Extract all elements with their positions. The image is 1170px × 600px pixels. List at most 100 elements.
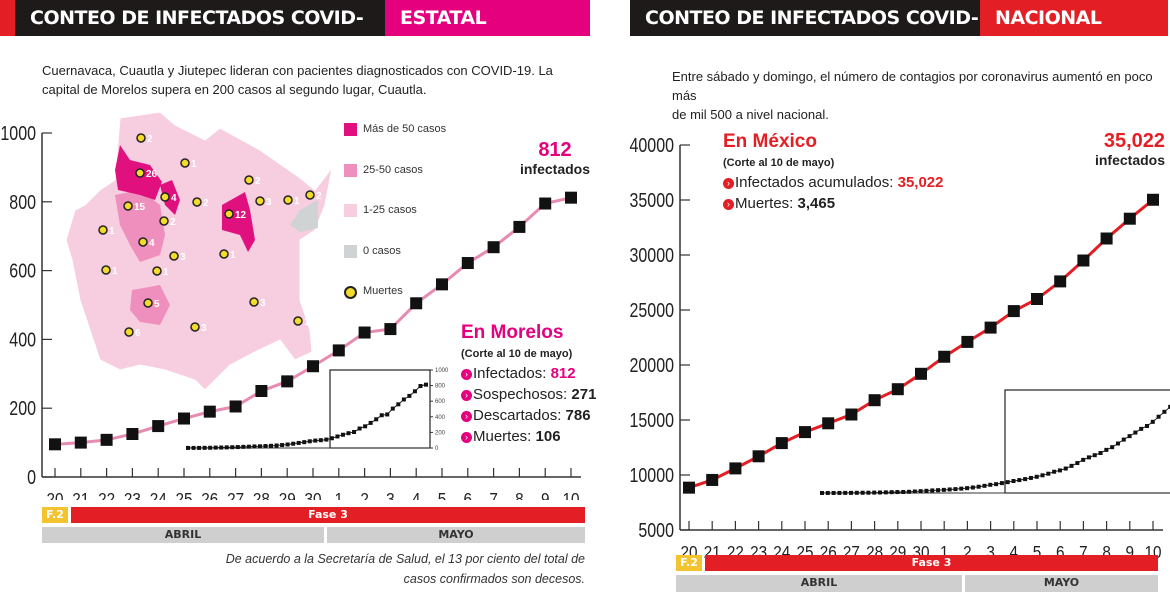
y-tick-label: 400 [9, 329, 36, 351]
death-count: 15 [134, 202, 146, 213]
inset-point [307, 439, 312, 444]
legend-label: 1-25 casos [363, 204, 417, 216]
legend-item: 0 casos [344, 244, 446, 286]
data-point [706, 473, 719, 486]
x-tick-label: 9 [1126, 542, 1135, 560]
legend-swatch [344, 204, 357, 217]
legend-label: 0 casos [363, 244, 401, 257]
inset-point [912, 489, 917, 494]
y-tick-label: 800 [9, 191, 36, 213]
summary-item: › Sospechosos: 271 [461, 384, 596, 405]
inset-point [825, 490, 830, 495]
left-header-accent [0, 0, 15, 36]
data-point [984, 321, 997, 334]
death-dot-icon [135, 168, 145, 178]
inset-point [241, 444, 246, 449]
death-dot-icon [219, 249, 229, 259]
inset-point [202, 445, 207, 450]
inset-point [866, 490, 871, 495]
y-tick-label: 35000 [630, 189, 674, 211]
inset-point [407, 393, 412, 398]
inset-point [994, 482, 999, 487]
death-dot-icon [293, 316, 303, 326]
inset-point [230, 445, 235, 450]
map-region-50plus [222, 192, 255, 252]
death-count: 4 [149, 238, 155, 249]
intro-line: Entre sábado y domingo, el número de con… [672, 69, 1153, 103]
legend-item: 1-25 casos [344, 204, 446, 245]
death-count: 26 [146, 169, 158, 180]
inset-point [965, 486, 970, 491]
inset-point [1057, 468, 1062, 473]
death-dot-icon [180, 158, 190, 168]
data-point [1077, 254, 1090, 267]
inset-point [1005, 480, 1010, 485]
inset-point [843, 490, 848, 495]
data-point [358, 326, 371, 339]
phase-3-bar: Fase 3 [705, 555, 1158, 571]
data-point [229, 400, 242, 413]
right-header-tag: NACIONAL [980, 0, 1168, 36]
inset-point [883, 490, 888, 495]
data-point [1007, 305, 1020, 318]
x-tick-label: 28 [253, 489, 270, 500]
x-tick-label: 24 [150, 489, 167, 500]
inset-point [1162, 409, 1167, 414]
left-total-label: infectados [519, 161, 590, 177]
inset-point [257, 444, 262, 449]
x-tick-label: 1 [335, 489, 344, 500]
death-count: 1 [304, 317, 310, 328]
x-tick-label: 3 [986, 542, 995, 560]
summary-item: › Infectados: 812 [461, 363, 596, 384]
left-header-tag: ESTATAL [385, 0, 590, 36]
summary-item-label: Muertes: [473, 428, 536, 445]
inset-point [907, 489, 912, 494]
inset-point [186, 445, 190, 450]
inset-point [401, 397, 406, 402]
data-point [100, 433, 113, 446]
inset-point [831, 490, 836, 495]
month-may: MAYO [327, 527, 585, 543]
inset-point [1081, 457, 1086, 462]
inset-y-tick-label: 800 [435, 384, 446, 390]
month-april: ABRIL [676, 575, 962, 592]
inset-point [1127, 434, 1132, 439]
summary-item-value: 106 [535, 428, 561, 445]
x-tick-label: 4 [1010, 542, 1019, 560]
data-point [1147, 193, 1159, 206]
x-tick-label: 8 [1102, 542, 1111, 560]
death-dot-icon [138, 237, 148, 247]
inset-point [208, 445, 213, 450]
inset-point [291, 441, 296, 446]
death-dot-icon [283, 195, 293, 205]
inset-point [385, 412, 390, 417]
death-count: 2 [316, 191, 322, 202]
death-dot-icon [124, 327, 134, 337]
inset-point [274, 443, 279, 448]
right-header-title: CONTEO DE INFECTADOS COVID-19 [630, 0, 980, 65]
inset-point [418, 383, 423, 388]
x-tick-label: 23 [124, 489, 141, 500]
arrow-circle-icon: › [723, 199, 734, 210]
inset-point [329, 436, 334, 441]
y-tick-label: 30000 [630, 244, 674, 266]
death-count: 3 [266, 197, 272, 208]
inset-point [263, 444, 268, 449]
data-point [752, 450, 765, 463]
data-point [152, 420, 165, 433]
inset-point [352, 430, 357, 435]
inset-point [224, 445, 229, 450]
inset-point [976, 484, 981, 489]
death-count: 1 [163, 267, 169, 278]
map-legend: Más de 50 casos 25-50 casos 1-25 casos 0 ca… [344, 123, 446, 326]
x-tick-label: 21 [72, 489, 89, 500]
summary-item-label: Descartados: [473, 407, 566, 424]
x-tick-label: 7 [489, 489, 498, 500]
summary-cutoff: (Corte al 10 de mayo) [723, 157, 835, 169]
summary-item-label: Sospechosos: [473, 386, 572, 403]
legend-label: 25-50 casos [363, 163, 423, 176]
inset-point [1075, 461, 1080, 466]
y-tick-label: 200 [9, 398, 36, 420]
inset-point [235, 445, 240, 450]
